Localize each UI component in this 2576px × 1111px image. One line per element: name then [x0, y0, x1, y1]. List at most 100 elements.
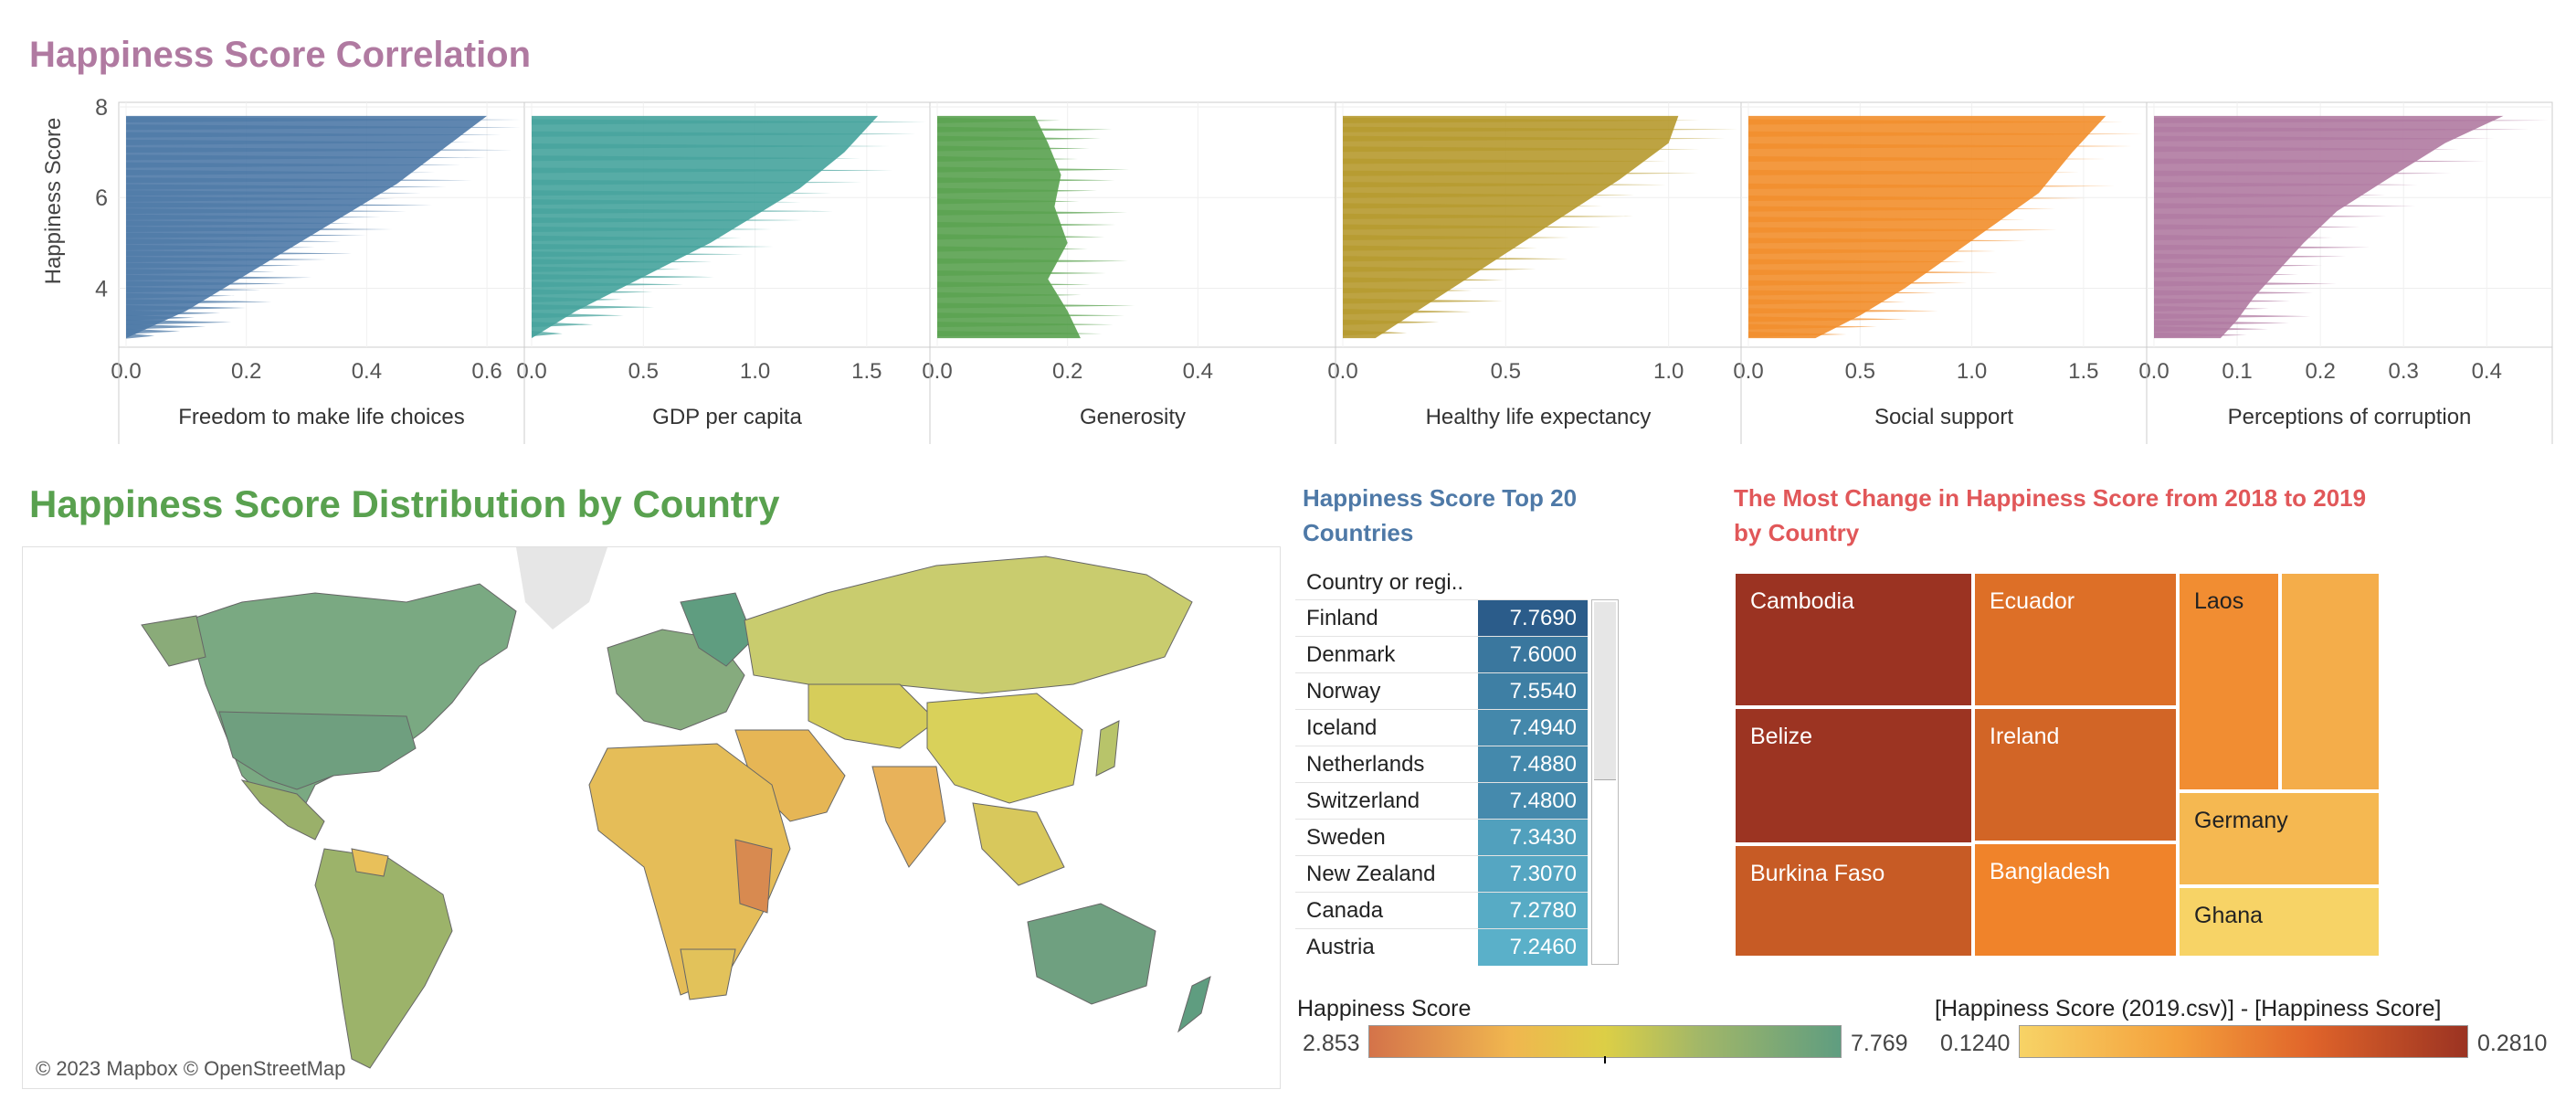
table-row[interactable]: Canada 7.2780 [1295, 892, 1588, 929]
table-column-header[interactable]: Country or regi.. [1306, 570, 1464, 595]
country-name: Austria [1306, 935, 1375, 959]
x-tick-label: 0.4 [1183, 359, 1213, 384]
map-region-south-america[interactable] [314, 848, 453, 1069]
map-region-greenland[interactable] [516, 547, 607, 630]
change-legend-gradient[interactable] [2019, 1025, 2468, 1058]
correlation-panel[interactable]: 0.0 0.2 0.4 Generosity [922, 101, 1336, 444]
area-spike [126, 169, 436, 175]
area-spike [937, 258, 1129, 264]
correlation-chart[interactable]: Happiness Score 4 6 8 0.0 0.2 0.4 0.6 Freedom … [0, 91, 2576, 457]
country-name: Finland [1306, 606, 1378, 630]
area-spike [2154, 244, 2370, 250]
correlation-panel[interactable]: 0.0 0.2 0.4 0.6 Freedom to make life choices [111, 101, 525, 444]
area-spike [126, 139, 476, 145]
score-legend-marker [1604, 1056, 1606, 1063]
area-spike [532, 167, 892, 174]
area-spike [1748, 259, 1966, 265]
table-row[interactable]: Netherlands 7.4880 [1295, 746, 1588, 783]
treemap-cell[interactable]: Ireland [1973, 707, 2178, 842]
map-region-south-africa[interactable] [680, 948, 736, 1000]
area-spike [2154, 126, 2529, 132]
treemap-cell[interactable] [2280, 572, 2381, 791]
area-spike [126, 232, 366, 238]
world-map[interactable]: © 2023 Mapbox © OpenStreetMap [22, 546, 1281, 1089]
map-region-russia[interactable] [744, 556, 1193, 694]
table-row[interactable]: Finland 7.7690 [1295, 599, 1588, 637]
score-legend-min: 2.853 [1303, 1031, 1360, 1056]
area-spike [1748, 238, 2027, 244]
area-spike [1343, 319, 1440, 325]
treemap-cell[interactable]: Ghana [2178, 886, 2381, 958]
map-region-japan[interactable] [1095, 720, 1120, 777]
table-row[interactable]: New Zealand 7.3070 [1295, 855, 1588, 893]
correlation-panel[interactable]: 0.0 0.5 1.0 1.5 GDP per capita [516, 101, 931, 444]
y-tick-label: 8 [95, 95, 108, 121]
area-spike [532, 304, 655, 311]
score-legend-gradient[interactable] [1368, 1025, 1842, 1058]
area-spike [1343, 182, 1667, 188]
treemap-label: Cambodia [1750, 588, 1854, 614]
top-countries-table[interactable]: Country or regi.. Finland 7.7690 Denmark 7.… [1295, 561, 1621, 967]
table-row[interactable]: Norway 7.5540 [1295, 672, 1588, 710]
area-spike [1343, 203, 1603, 209]
area-spike [532, 266, 682, 272]
table-row[interactable]: Switzerland 7.4800 [1295, 782, 1588, 820]
table-row[interactable]: Iceland 7.4940 [1295, 709, 1588, 746]
map-region-venezuela[interactable] [351, 848, 389, 877]
treemap-cell[interactable]: Burkina Faso [1734, 844, 1973, 958]
change-treemap[interactable]: Cambodia Belize Burkina Faso Ecuador Ireland… [1734, 572, 2381, 958]
table-row[interactable]: Sweden 7.3430 [1295, 819, 1588, 856]
map-region-east-africa[interactable] [734, 839, 773, 914]
x-tick-label: 0.0 [922, 359, 952, 384]
map-region-scandinavia[interactable] [680, 592, 755, 667]
map-region-north-america[interactable] [186, 583, 517, 822]
area-spike [2154, 203, 2416, 209]
table-row[interactable]: Denmark 7.6000 [1295, 636, 1588, 673]
area-series[interactable] [1748, 115, 2106, 339]
area-spike [532, 243, 774, 249]
map-attribution[interactable]: © 2023 Mapbox © OpenStreetMap [36, 1057, 346, 1080]
map-region-mexico[interactable] [240, 779, 325, 841]
correlation-panel[interactable]: 0.0 0.5 1.0 1.5 Social support [1733, 101, 2148, 444]
x-tick-label: 1.0 [1653, 359, 1684, 384]
map-canvas[interactable] [23, 547, 1280, 1088]
map-region-new-zealand[interactable] [1177, 976, 1211, 1033]
area-series[interactable] [532, 115, 879, 339]
area-spike [126, 177, 472, 184]
x-tick-label: 0.1 [2222, 359, 2252, 384]
map-region-alaska[interactable] [141, 615, 206, 667]
area-spike [532, 208, 833, 215]
area-spike [2154, 271, 2298, 278]
score-value: 7.6000 [1478, 637, 1588, 673]
treemap-cell[interactable]: Ecuador [1973, 572, 2178, 707]
treemap-cell[interactable]: Bangladesh [1973, 842, 2178, 958]
treemap-label: Germany [2194, 808, 2288, 833]
map-region-india[interactable] [871, 766, 946, 868]
map-region-central-asia[interactable] [808, 683, 937, 749]
table-scrollbar[interactable] [1591, 599, 1619, 965]
area-spike [126, 214, 381, 220]
scrollbar-thumb[interactable] [1594, 602, 1616, 780]
area-spike [937, 234, 1105, 240]
map-region-australia[interactable] [1027, 903, 1156, 1005]
country-name: Sweden [1306, 825, 1386, 850]
map-region-usa[interactable] [218, 711, 417, 790]
area-spike [1748, 227, 2057, 233]
area-spike [2154, 290, 2313, 296]
score-value: 7.2780 [1478, 893, 1588, 929]
treemap-cell[interactable]: Cambodia [1734, 572, 1973, 707]
area-spike [126, 190, 421, 196]
treemap-cell[interactable]: Belize [1734, 707, 1973, 844]
map-region-china[interactable] [926, 693, 1083, 804]
table-row[interactable]: Austria 7.2460 [1295, 928, 1588, 966]
area-spike [126, 333, 155, 339]
map-region-southeast-asia[interactable] [972, 802, 1065, 886]
treemap-cell[interactable]: Germany [2178, 791, 2381, 886]
x-tick-label: 1.0 [1957, 359, 1987, 384]
area-spike [1343, 256, 1568, 262]
treemap-cell[interactable]: Laos [2178, 572, 2280, 791]
area-spike [2154, 146, 2459, 153]
area-spike [1748, 217, 2025, 223]
